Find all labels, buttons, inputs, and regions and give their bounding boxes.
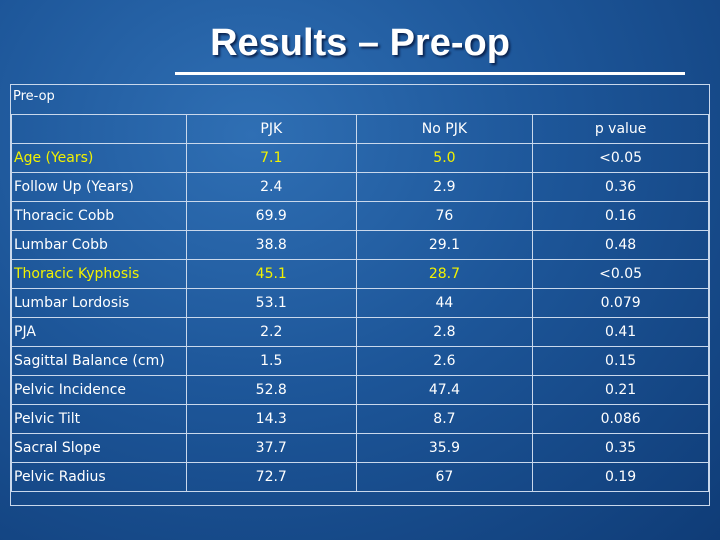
slide-title: Results – Pre-op xyxy=(210,22,510,64)
pjk-value-cell: 14.3 xyxy=(185,404,357,434)
row-label-cell: Thoracic Kyphosis xyxy=(11,259,187,289)
no-pjk-value-cell: 76 xyxy=(355,201,534,231)
pjk-value-cell: 45.1 xyxy=(185,259,357,289)
header-cell-empty xyxy=(11,114,187,144)
table-row: Sagittal Balance (cm) 1.5 2.6 0.15 xyxy=(11,346,709,376)
table-row: Pelvic Tilt 14.3 8.7 0.086 xyxy=(11,404,709,434)
title-underline xyxy=(175,72,685,75)
p-value-cell: 0.079 xyxy=(532,288,709,318)
table-row: Lumbar Cobb 38.8 29.1 0.48 xyxy=(11,230,709,260)
no-pjk-value-cell: 2.9 xyxy=(355,172,534,202)
row-label-cell: Age (Years) xyxy=(11,143,187,173)
p-value-cell: <0.05 xyxy=(532,143,709,173)
p-value-cell: 0.41 xyxy=(532,317,709,347)
p-value-cell: 0.086 xyxy=(532,404,709,434)
p-value-cell: 0.21 xyxy=(532,375,709,405)
header-cell-pjk: PJK xyxy=(185,114,357,144)
row-label-cell: Lumbar Lordosis xyxy=(11,288,187,318)
p-value-cell: 0.48 xyxy=(532,230,709,260)
pjk-value-cell: 69.9 xyxy=(185,201,357,231)
no-pjk-value-cell: 35.9 xyxy=(355,433,534,463)
pjk-value-cell: 52.8 xyxy=(185,375,357,405)
pjk-value-cell: 1.5 xyxy=(185,346,357,376)
p-value-cell: 0.16 xyxy=(532,201,709,231)
p-value-cell: 0.36 xyxy=(532,172,709,202)
row-label-cell: Sacral Slope xyxy=(11,433,187,463)
table-caption: Pre-op xyxy=(13,89,55,104)
row-label-cell: Lumbar Cobb xyxy=(11,230,187,260)
row-label-cell: Pelvic Radius xyxy=(11,462,187,492)
no-pjk-value-cell: 8.7 xyxy=(355,404,534,434)
table-header-row: PJK No PJK p value xyxy=(11,114,709,144)
no-pjk-value-cell: 2.8 xyxy=(355,317,534,347)
no-pjk-value-cell: 2.6 xyxy=(355,346,534,376)
p-value-cell: 0.35 xyxy=(532,433,709,463)
pjk-value-cell: 38.8 xyxy=(185,230,357,260)
table-row: Age (Years) 7.1 5.0 <0.05 xyxy=(11,143,709,173)
row-label-cell: Sagittal Balance (cm) xyxy=(11,346,187,376)
table-row: Pelvic Radius 72.7 67 0.19 xyxy=(11,462,709,492)
p-value-cell: <0.05 xyxy=(532,259,709,289)
results-table-frame: Pre-op PJK No PJK p value Age (Years) 7.1… xyxy=(10,84,710,506)
pjk-value-cell: 72.7 xyxy=(185,462,357,492)
table-row: Thoracic Kyphosis 45.1 28.7 <0.05 xyxy=(11,259,709,289)
row-label-cell: Pelvic Incidence xyxy=(11,375,187,405)
header-cell-p-value: p value xyxy=(532,114,709,144)
pjk-value-cell: 53.1 xyxy=(185,288,357,318)
no-pjk-value-cell: 67 xyxy=(355,462,534,492)
no-pjk-value-cell: 29.1 xyxy=(355,230,534,260)
no-pjk-value-cell: 5.0 xyxy=(355,143,534,173)
pjk-value-cell: 2.2 xyxy=(185,317,357,347)
table-row: Lumbar Lordosis 53.1 44 0.079 xyxy=(11,288,709,318)
row-label-cell: PJA xyxy=(11,317,187,347)
pjk-value-cell: 7.1 xyxy=(185,143,357,173)
header-cell-no-pjk: No PJK xyxy=(355,114,534,144)
table-row: Sacral Slope 37.7 35.9 0.35 xyxy=(11,433,709,463)
row-label-cell: Pelvic Tilt xyxy=(11,404,187,434)
pjk-value-cell: 37.7 xyxy=(185,433,357,463)
p-value-cell: 0.15 xyxy=(532,346,709,376)
no-pjk-value-cell: 47.4 xyxy=(355,375,534,405)
no-pjk-value-cell: 28.7 xyxy=(355,259,534,289)
table-row: Follow Up (Years) 2.4 2.9 0.36 xyxy=(11,172,709,202)
table-row: Thoracic Cobb 69.9 76 0.16 xyxy=(11,201,709,231)
results-table: PJK No PJK p value Age (Years) 7.1 5.0 <0.0… xyxy=(11,114,709,492)
row-label-cell: Thoracic Cobb xyxy=(11,201,187,231)
pjk-value-cell: 2.4 xyxy=(185,172,357,202)
no-pjk-value-cell: 44 xyxy=(355,288,534,318)
table-row: PJA 2.2 2.8 0.41 xyxy=(11,317,709,347)
row-label-cell: Follow Up (Years) xyxy=(11,172,187,202)
p-value-cell: 0.19 xyxy=(532,462,709,492)
table-row: Pelvic Incidence 52.8 47.4 0.21 xyxy=(11,375,709,405)
